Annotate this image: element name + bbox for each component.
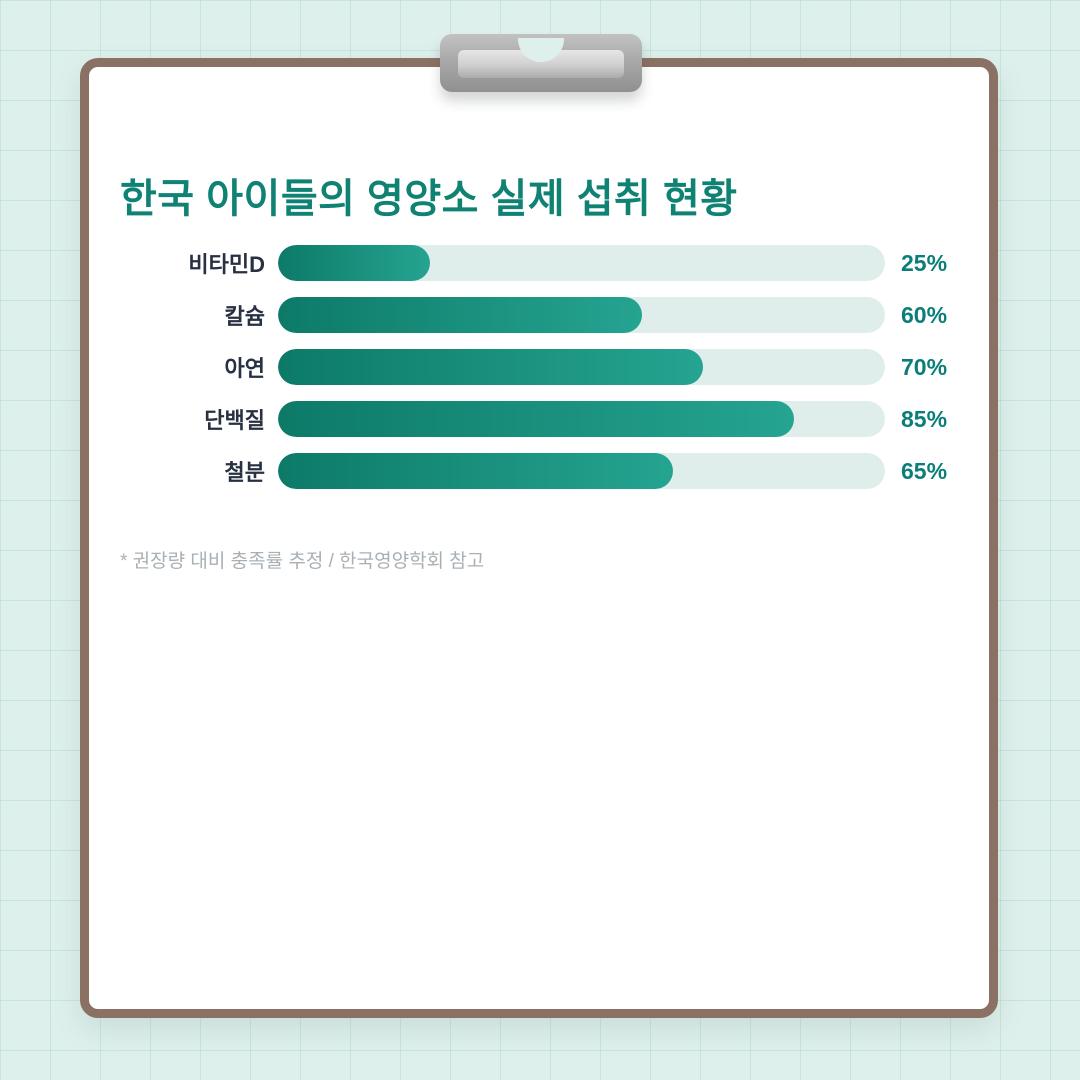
bar-value: 65% xyxy=(901,457,948,484)
bar-label: 비타민D xyxy=(188,252,265,277)
bar-row: 아연 70% xyxy=(120,349,954,385)
bar-fill xyxy=(278,349,703,385)
bar-fill xyxy=(278,297,643,333)
bar-track xyxy=(278,349,885,385)
bar-track xyxy=(278,453,885,489)
bar-row: 비타민D 25% xyxy=(120,245,954,281)
bar-label: 단백질 xyxy=(204,408,265,433)
bar-label: 칼슘 xyxy=(224,304,265,329)
bar-fill xyxy=(278,245,430,281)
bar-label: 아연 xyxy=(224,356,265,381)
bar-track xyxy=(278,297,885,333)
bar-value: 60% xyxy=(901,301,948,328)
chart-title: 한국 아이들의 영양소 실제 섭취 현황 xyxy=(120,176,738,221)
bar-row: 칼슘 60% xyxy=(120,297,954,333)
chart-footnote: * 권장량 대비 충족률 추정 / 한국영양학회 참고 xyxy=(120,551,485,572)
bar-value: 25% xyxy=(901,249,948,276)
bar-fill xyxy=(278,453,673,489)
bar-label: 철분 xyxy=(224,460,265,485)
bar-row: 단백질 85% xyxy=(120,401,954,437)
bar-value: 85% xyxy=(901,405,948,432)
bar-chart: 비타민D 25% 칼슘 60% 아연 70% 단백질 85% 철분 65% xyxy=(120,245,954,505)
clipboard-clip xyxy=(440,34,642,92)
clipboard: 한국 아이들의 영양소 실제 섭취 현황 비타민D 25% 칼슘 60% 아연 … xyxy=(80,58,998,1018)
bar-value: 70% xyxy=(901,353,948,380)
bar-track xyxy=(278,245,885,281)
bar-fill xyxy=(278,401,794,437)
bar-row: 철분 65% xyxy=(120,453,954,489)
bar-track xyxy=(278,401,885,437)
